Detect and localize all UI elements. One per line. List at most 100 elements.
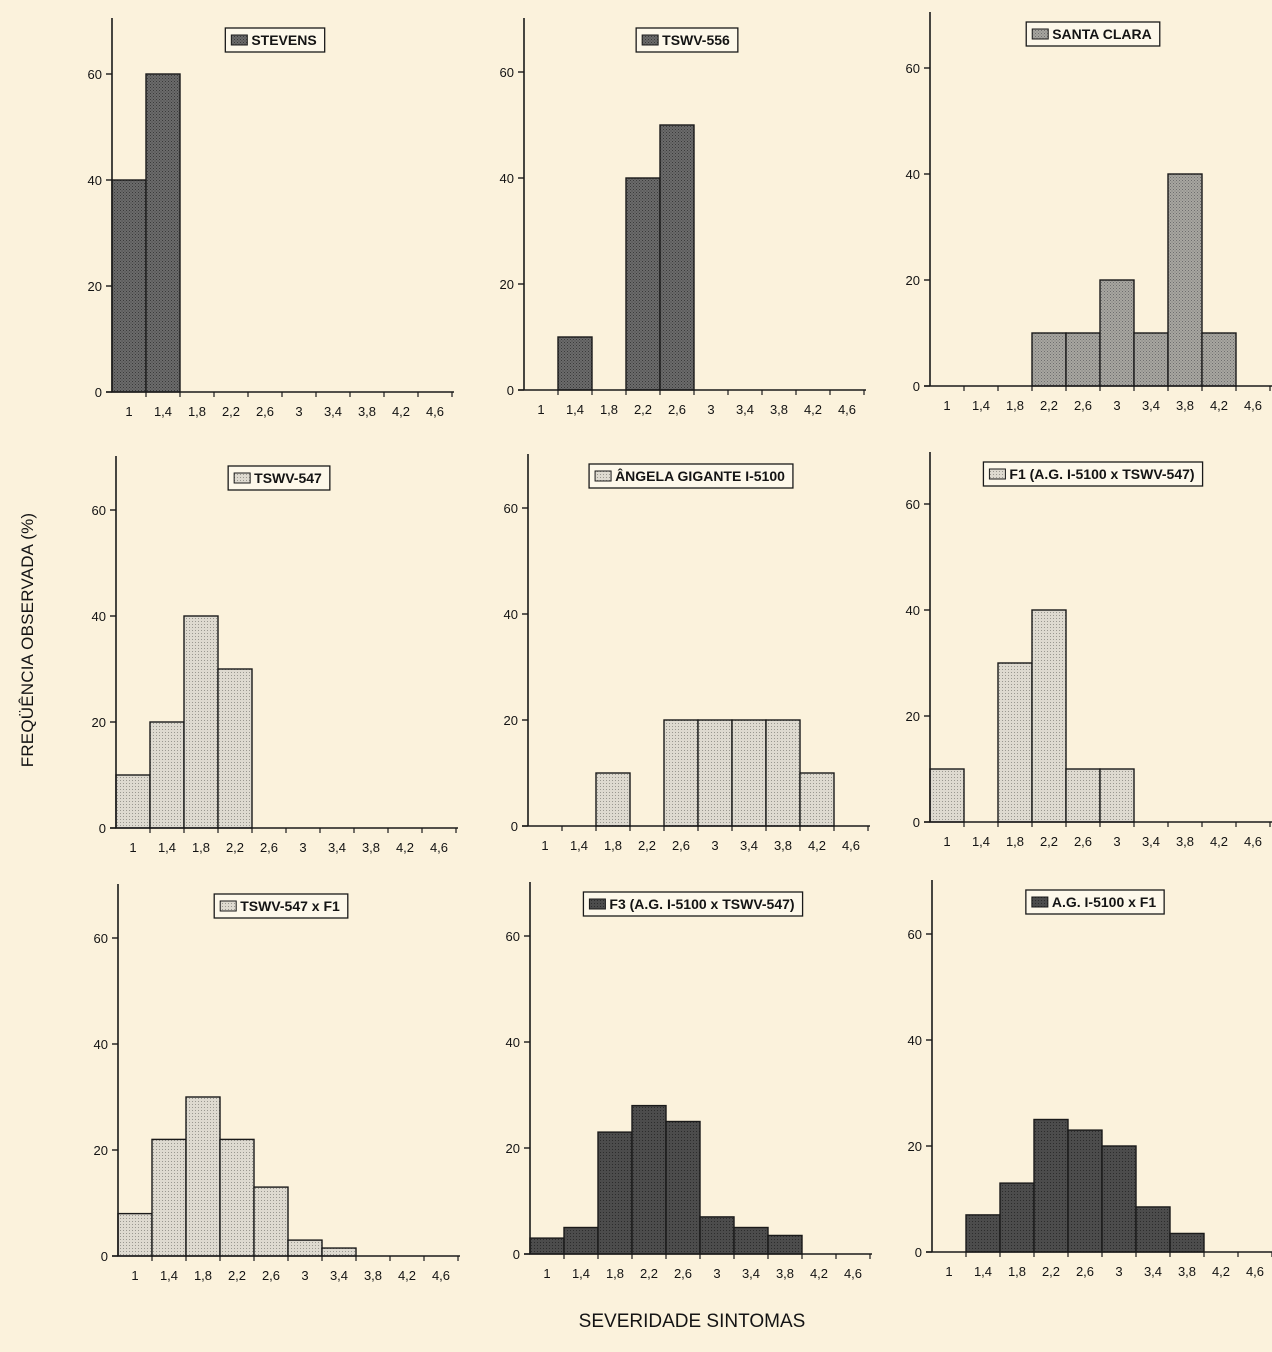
legend-swatch: [594, 470, 612, 482]
x-tick-label: 2,2: [1042, 1264, 1060, 1279]
x-tick-label: 3,4: [736, 402, 754, 417]
histogram-bar: [929, 768, 965, 823]
legend-label: A.G. I-5100 x F1: [1052, 894, 1156, 910]
x-tick-label: 1,8: [600, 402, 618, 417]
x-tick-label: 4,2: [808, 838, 826, 853]
histogram-bar: [767, 1234, 803, 1255]
histogram-panel-8: 0 20 40 60 1 1,4 1,8 2,2 2,6 3 3,4 3,8 4,2 4,6 F3 (A.G…: [506, 882, 872, 1281]
histogram-bar: [117, 1212, 153, 1257]
y-tick-label: 60: [88, 67, 102, 82]
x-tick-label: 1: [125, 404, 132, 419]
legend-swatch: [233, 472, 251, 484]
histogram-panel-1: 0 20 40 60 1 1,4 1,8 2,2 2,6 3 3,4 3,8 4,2 4,6 STEVENS: [88, 18, 454, 419]
legend-swatch: [988, 468, 1006, 480]
x-tick-label: 3: [707, 402, 714, 417]
y-tick-label: 60: [906, 61, 920, 76]
histogram-bar: [595, 772, 631, 827]
histogram-bar: [111, 179, 147, 393]
x-tick-label: 1,4: [160, 1268, 178, 1283]
legend-label: SANTA CLARA: [1052, 26, 1152, 42]
x-tick-label: 3: [299, 840, 306, 855]
legend-swatch: [641, 34, 659, 46]
histogram-bar: [145, 73, 181, 393]
x-tick-label: 3,8: [770, 402, 788, 417]
y-tick-label: 60: [500, 65, 514, 80]
x-tick-label: 3,4: [324, 404, 342, 419]
histogram-bar: [1033, 1118, 1069, 1253]
histogram-bar: [183, 615, 219, 829]
x-tick-label: 3: [713, 1266, 720, 1281]
x-tick-label: 4,2: [810, 1266, 828, 1281]
histogram-bar: [663, 719, 699, 827]
y-tick-label: 20: [908, 1139, 922, 1154]
histogram-bar: [217, 668, 253, 829]
legend-label: TSWV-547: [254, 470, 322, 486]
histogram-bar: [321, 1247, 357, 1257]
legend-box: [1025, 889, 1165, 915]
x-tick-label: 1,8: [1006, 398, 1024, 413]
x-tick-label: 2,6: [674, 1266, 692, 1281]
histogram-bar: [1067, 1129, 1103, 1253]
histogram-bar: [287, 1239, 323, 1257]
y-tick-label: 0: [511, 819, 518, 834]
x-tick-label: 2,6: [1074, 398, 1092, 413]
x-tick-label: 2,2: [1040, 834, 1058, 849]
x-tick-label: 3,8: [776, 1266, 794, 1281]
x-tick-label: 4,6: [1244, 834, 1262, 849]
y-tick-label: 40: [506, 1035, 520, 1050]
x-tick-label: 3: [711, 838, 718, 853]
x-tick-label: 4,2: [1210, 398, 1228, 413]
y-tick-label: 0: [513, 1247, 520, 1262]
x-tick-label: 1,8: [194, 1268, 212, 1283]
x-tick-label: 4,2: [804, 402, 822, 417]
x-tick-label: 2,6: [262, 1268, 280, 1283]
y-tick-label: 40: [906, 167, 920, 182]
x-tick-label: 1: [943, 834, 950, 849]
x-tick-label: 1: [537, 402, 544, 417]
x-tick-label: 3,8: [774, 838, 792, 853]
y-tick-label: 40: [88, 173, 102, 188]
x-tick-label: 1,8: [1006, 834, 1024, 849]
y-tick-label: 60: [94, 931, 108, 946]
legend-label: TSWV-556: [662, 32, 730, 48]
histogram-bar: [1135, 1206, 1171, 1253]
y-tick-label: 40: [94, 1037, 108, 1052]
x-tick-label: 2,2: [634, 402, 652, 417]
y-tick-label: 20: [88, 279, 102, 294]
x-tick-label: 4,6: [838, 402, 856, 417]
histogram-bar: [597, 1131, 633, 1255]
legend-label: TSWV-547 x F1: [240, 898, 340, 914]
x-tick-label: 4,6: [844, 1266, 862, 1281]
x-axis-label: SEVERIDADE SINTOMAS: [578, 1311, 806, 1332]
histogram-bar: [733, 1226, 769, 1255]
x-tick-label: 4,2: [1212, 1264, 1230, 1279]
y-tick-label: 0: [101, 1249, 108, 1264]
histogram-panel-3: 0 20 40 60 1 1,4 1,8 2,2 2,6 3 3,4 3,8 4,2 4,6 SANTA C…: [906, 12, 1272, 413]
histogram-bar: [557, 336, 593, 391]
y-tick-label: 40: [92, 609, 106, 624]
legend-box: [982, 461, 1204, 487]
x-tick-label: 4,6: [430, 840, 448, 855]
y-tick-label: 40: [500, 171, 514, 186]
x-tick-label: 2,2: [640, 1266, 658, 1281]
histogram-bar: [1167, 173, 1203, 387]
x-tick-label: 2,6: [260, 840, 278, 855]
histogram-panel-7: 0 20 40 60 1 1,4 1,8 2,2 2,6 3 3,4 3,8 4,2 4,6 TSWV-54…: [94, 884, 460, 1283]
x-tick-label: 1,8: [604, 838, 622, 853]
histogram-bar: [659, 124, 695, 391]
x-tick-label: 1,4: [572, 1266, 590, 1281]
histogram-bar: [997, 662, 1033, 823]
x-tick-label: 4,6: [1246, 1264, 1264, 1279]
histogram-panel-2: 0 20 40 60 1 1,4 1,8 2,2 2,6 3 3,4 3,8 4,2 4,6 TSWV-55…: [500, 18, 866, 417]
x-tick-label: 3,8: [1178, 1264, 1196, 1279]
y-tick-label: 0: [913, 379, 920, 394]
x-tick-label: 4,6: [432, 1268, 450, 1283]
x-tick-label: 1,8: [606, 1266, 624, 1281]
legend-label: ÂNGELA GIGANTE I-5100: [615, 467, 785, 484]
x-tick-label: 3,4: [330, 1268, 348, 1283]
histogram-bar: [219, 1138, 255, 1257]
y-tick-label: 0: [95, 385, 102, 400]
x-tick-label: 3,8: [1176, 834, 1194, 849]
histogram-bar: [965, 1214, 1001, 1253]
x-tick-label: 1,8: [192, 840, 210, 855]
